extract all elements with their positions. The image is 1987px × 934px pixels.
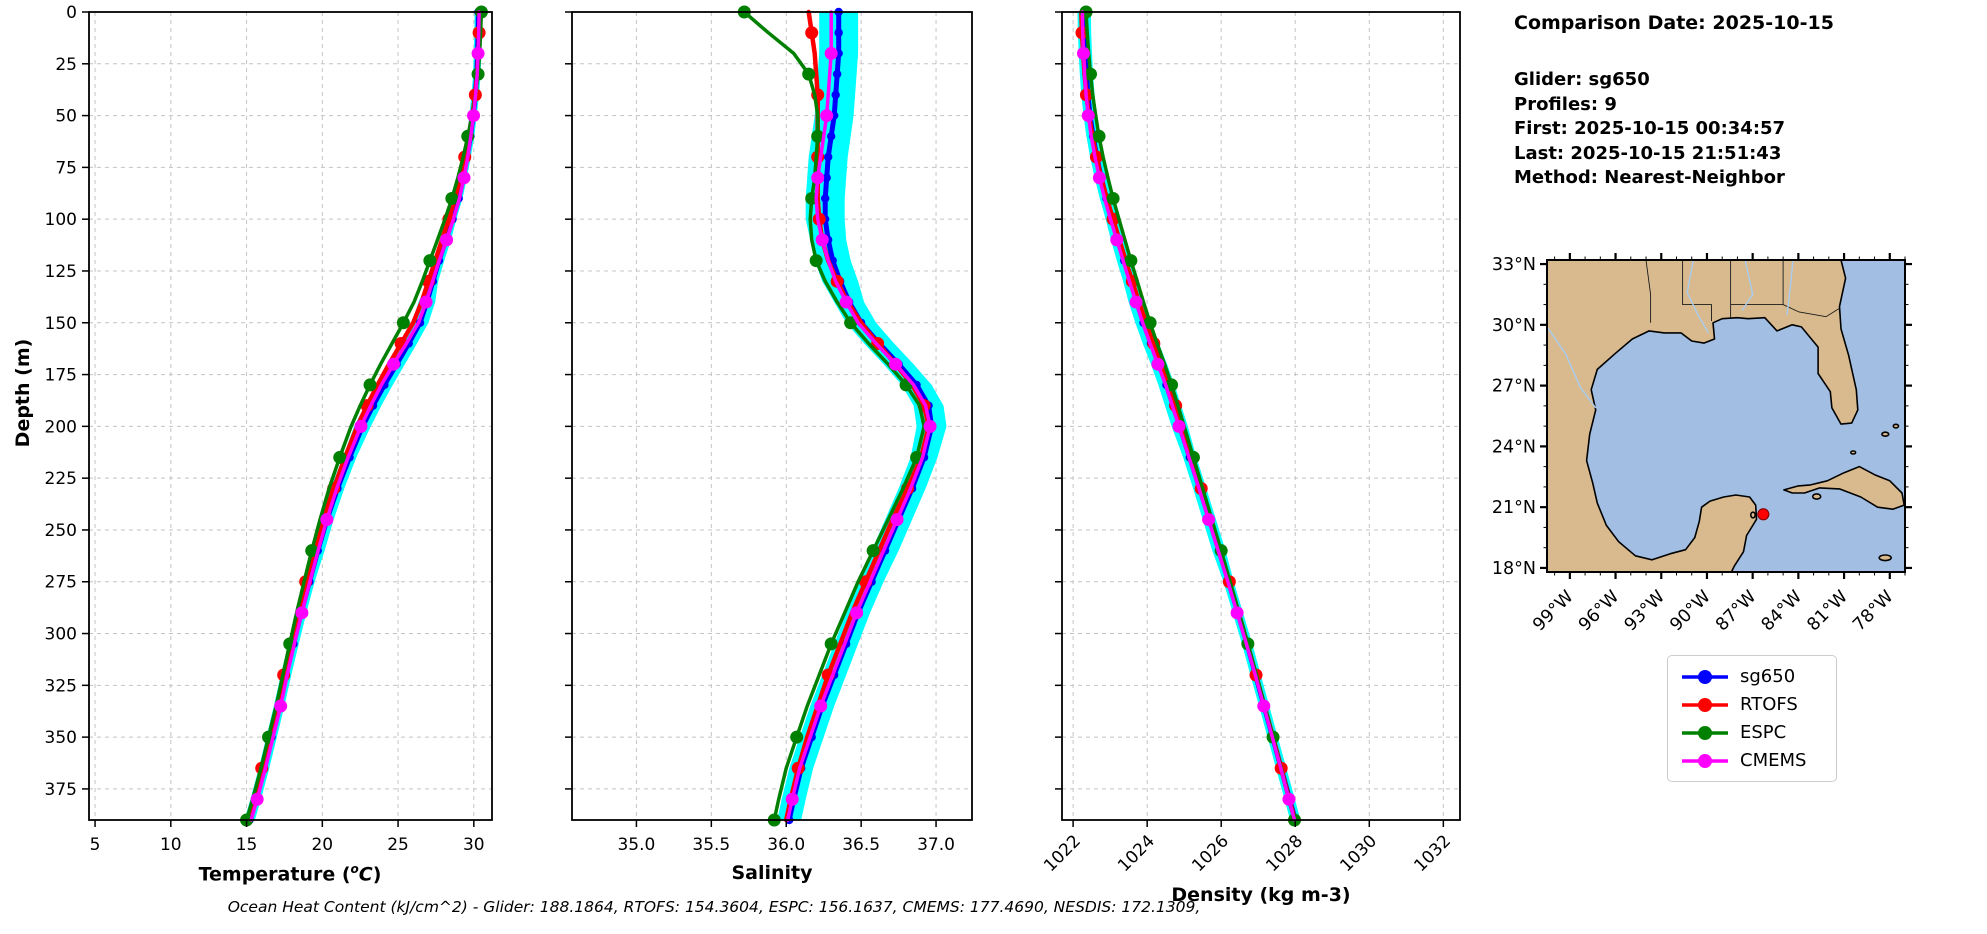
island-jamaica <box>1878 554 1893 562</box>
map-canvas: 99°W96°W93°W90°W87°W84°W81°W78°W 33°N 30°N… <box>1492 253 1912 635</box>
glider-position-marker <box>1757 508 1770 521</box>
svg-text:375: 375 <box>45 780 77 800</box>
svg-text:175: 175 <box>45 366 77 386</box>
svg-text:275: 275 <box>45 573 77 593</box>
svg-text:225: 225 <box>45 469 77 489</box>
espc-line-marker-icon <box>1682 725 1728 740</box>
depth-axis-label: Depth (m) <box>12 338 34 448</box>
svg-text:36.0: 36.0 <box>767 835 805 855</box>
info-last-time: Last: 2025-10-15 21:51:43 <box>1514 142 1782 164</box>
series-legend: sg650 RTOFS ESPC CMEMS <box>1667 655 1837 782</box>
svg-text:37.0: 37.0 <box>917 835 955 855</box>
legend-entry-sg650: sg650 <box>1680 666 1824 687</box>
legend-label-cmems: CMEMS <box>1740 750 1807 771</box>
svg-text:150: 150 <box>45 314 77 334</box>
svg-text:35.5: 35.5 <box>692 835 730 855</box>
island-cay-sal <box>1850 450 1857 455</box>
svg-text:18°N: 18°N <box>1492 559 1536 579</box>
svg-text:350: 350 <box>45 728 77 748</box>
salinity-axis-label: Salinity <box>731 862 813 884</box>
svg-text:250: 250 <box>45 521 77 541</box>
svg-text:25: 25 <box>387 835 409 855</box>
svg-text:81°W: 81°W <box>1804 587 1852 635</box>
ocean-heat-content-summary: Ocean Heat Content (kJ/cm^2) - Glider: 1… <box>227 898 1201 916</box>
density-axis-label: Density (kg m-3) <box>1171 884 1351 906</box>
info-profiles: Profiles: 9 <box>1514 93 1617 115</box>
comparison-date: Comparison Date: 2025-10-15 <box>1514 12 1834 34</box>
svg-text:10: 10 <box>160 835 182 855</box>
svg-text:1024: 1024 <box>1114 831 1159 876</box>
svg-text:87°W: 87°W <box>1712 587 1760 635</box>
density-profile-chart: 1022 1024 1026 1028 1030 1032 <box>1040 5 1461 876</box>
state-borders <box>1645 259 1840 323</box>
rtofs-line-marker-icon <box>1682 697 1728 712</box>
info-glider: Glider: sg650 <box>1514 69 1650 90</box>
island-bahamas-1 <box>1881 431 1890 437</box>
comparison-info-panel: Comparison Date: 2025-10-15 Glider: sg65… <box>1514 12 1834 191</box>
info-method: Method: Nearest-Neighbor <box>1514 167 1785 188</box>
svg-text:21°N: 21°N <box>1492 498 1536 518</box>
svg-text:15: 15 <box>236 835 258 855</box>
svg-text:1028: 1028 <box>1262 831 1307 876</box>
svg-text:75: 75 <box>55 158 77 178</box>
svg-text:33°N: 33°N <box>1492 255 1536 275</box>
legend-label-rtofs: RTOFS <box>1740 694 1798 715</box>
svg-text:5: 5 <box>90 835 101 855</box>
svg-text:125: 125 <box>45 262 77 282</box>
info-first-time: First: 2025-10-15 00:34:57 <box>1514 118 1786 139</box>
svg-text:84°W: 84°W <box>1758 587 1806 635</box>
legend-entry-rtofs: RTOFS <box>1680 694 1824 715</box>
sg650-line-marker-icon <box>1682 669 1728 684</box>
cuba-landmass <box>1783 465 1905 510</box>
island-cozumel <box>1750 511 1757 519</box>
svg-text:93°W: 93°W <box>1621 587 1669 635</box>
temperature-profile-chart: 5 10 15 20 25 3002550751001251501752002252502… <box>45 3 493 855</box>
svg-text:1026: 1026 <box>1188 831 1233 876</box>
svg-text:30°N: 30°N <box>1492 316 1536 336</box>
svg-text:0: 0 <box>66 3 77 23</box>
cmems-line-marker-icon <box>1682 753 1728 768</box>
gulf-of-mexico-map: 99°W 96°W 93°W 90°W 87°W 84°W 81°W 78°W 33°N 30°N… <box>1492 253 1912 635</box>
temperature-axis-label: Temperature (oC) <box>198 862 382 886</box>
legend-entry-espc: ESPC <box>1680 722 1824 743</box>
svg-text:78°W: 78°W <box>1849 587 1897 635</box>
svg-text:1032: 1032 <box>1410 831 1455 876</box>
svg-text:30: 30 <box>463 835 485 855</box>
legend-entry-cmems: CMEMS <box>1680 750 1824 771</box>
svg-text:1022: 1022 <box>1040 831 1085 876</box>
svg-text:200: 200 <box>45 417 77 437</box>
mainland-landmass <box>1546 259 1859 573</box>
legend-label-espc: ESPC <box>1740 722 1787 743</box>
svg-text:20: 20 <box>311 835 333 855</box>
svg-text:96°W: 96°W <box>1575 587 1623 635</box>
island-isla-juventud <box>1811 493 1822 500</box>
svg-text:90°W: 90°W <box>1666 587 1714 635</box>
svg-text:300: 300 <box>45 625 77 645</box>
svg-text:100: 100 <box>45 210 77 230</box>
svg-text:50: 50 <box>55 107 77 127</box>
svg-text:1030: 1030 <box>1336 831 1381 876</box>
salinity-profile-chart: 35.0 35.5 36.0 36.5 37.0 <box>565 5 973 855</box>
svg-text:24°N: 24°N <box>1492 437 1536 457</box>
svg-text:35.0: 35.0 <box>617 835 655 855</box>
svg-text:25: 25 <box>55 55 77 75</box>
svg-text:36.5: 36.5 <box>842 835 880 855</box>
legend-label-sg650: sg650 <box>1740 666 1796 687</box>
svg-text:325: 325 <box>45 676 77 696</box>
island-bahamas-2 <box>1892 423 1900 429</box>
rivers <box>1546 259 1794 409</box>
svg-text:99°W: 99°W <box>1529 587 1577 635</box>
svg-text:27°N: 27°N <box>1492 377 1536 397</box>
